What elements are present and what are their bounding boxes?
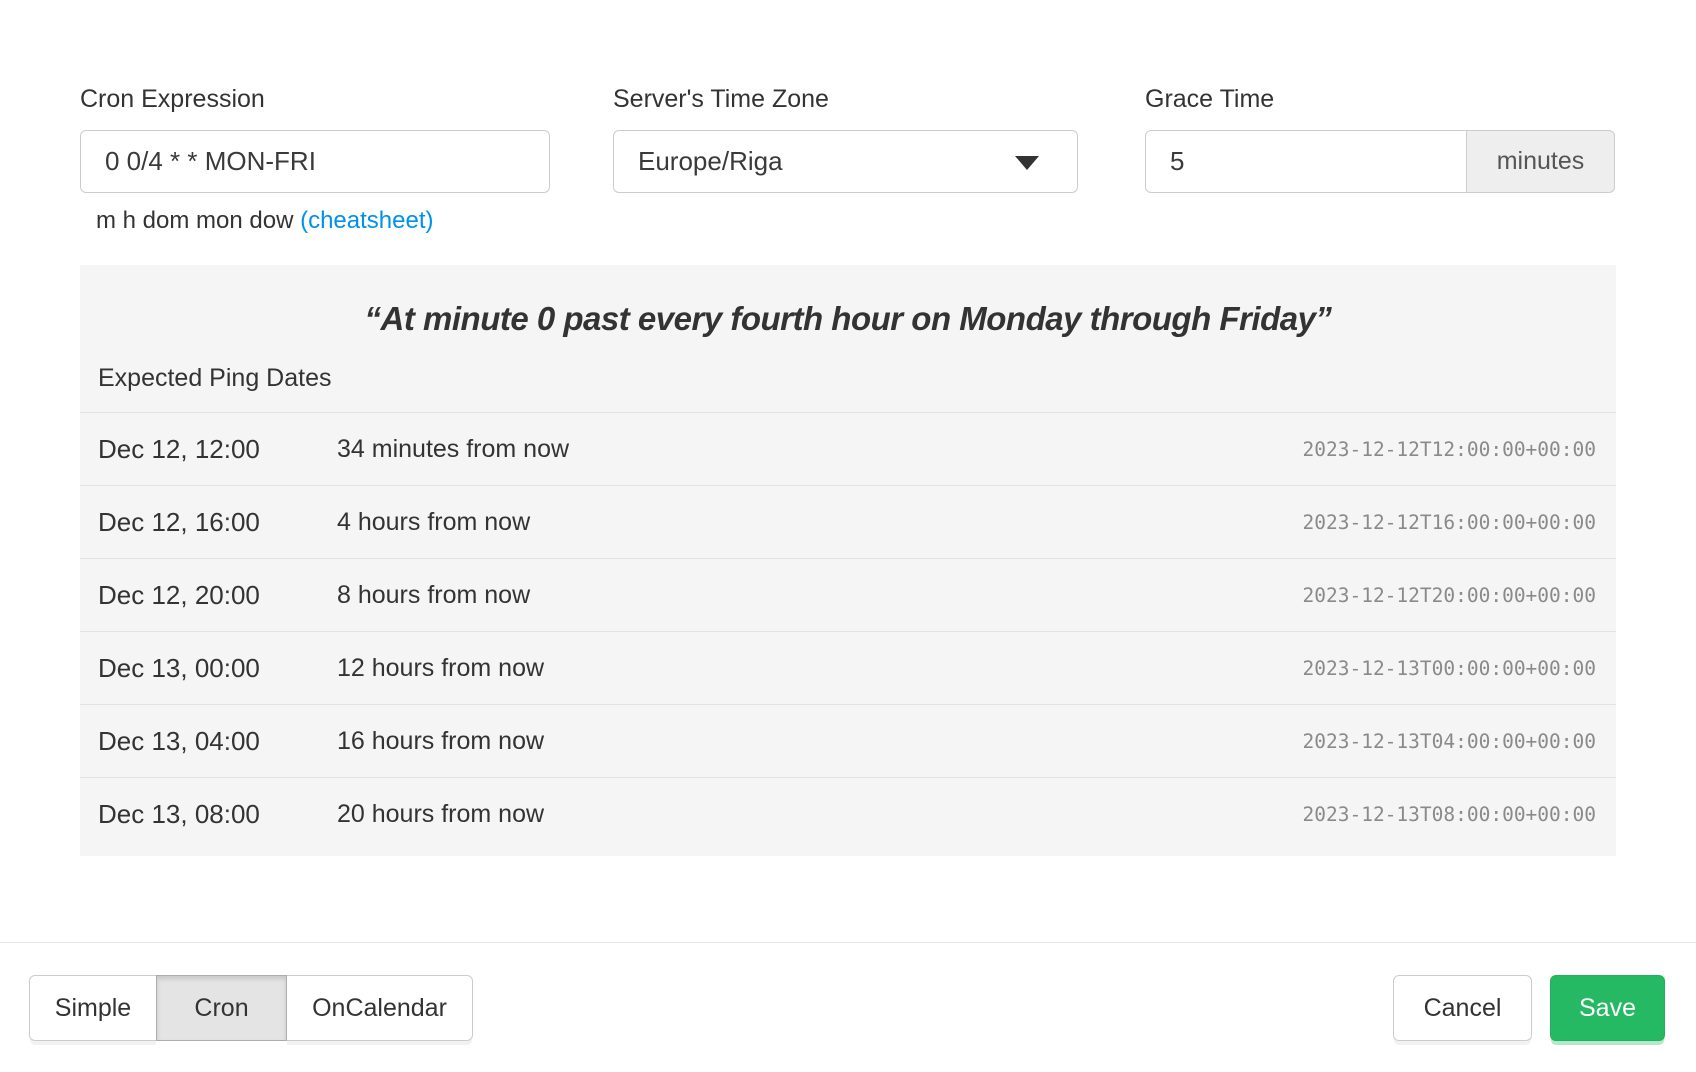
ping-iso-timestamp: 2023-12-13T00:00:00+00:00 — [1302, 656, 1597, 680]
ping-iso-timestamp: 2023-12-13T08:00:00+00:00 — [1302, 802, 1597, 826]
grace-time-unit-addon: minutes — [1466, 130, 1615, 193]
ping-local-time: Dec 12, 16:00 — [98, 506, 260, 537]
ping-relative-time: 16 hours from now — [337, 726, 545, 755]
cron-helper-text: m h dom mon dow (cheatsheet) — [96, 207, 434, 235]
ping-local-time: Dec 13, 04:00 — [98, 725, 260, 756]
ping-relative-time: 20 hours from now — [337, 799, 545, 828]
ping-local-time: Dec 12, 12:00 — [98, 433, 260, 464]
cron-expression-label: Cron Expression — [80, 85, 265, 113]
ping-row: Dec 12, 16:00 4 hours from now 2023-12-1… — [80, 485, 1616, 558]
cancel-button[interactable]: Cancel — [1393, 975, 1532, 1041]
ping-row: Dec 13, 00:00 12 hours from now 2023-12-… — [80, 631, 1616, 704]
schedule-mode-button-group: Simple Cron OnCalendar — [29, 975, 473, 1041]
grace-time-field-group: Grace Time minutes — [1145, 84, 1616, 193]
ping-row: Dec 12, 12:00 34 minutes from now 2023-1… — [80, 412, 1616, 485]
grace-time-input-group: minutes — [1145, 130, 1616, 193]
ping-row: Dec 12, 20:00 8 hours from now 2023-12-1… — [80, 558, 1616, 631]
ping-local-time: Dec 13, 08:00 — [98, 798, 260, 829]
ping-relative-time: 12 hours from now — [337, 653, 545, 682]
ping-relative-time: 8 hours from now — [337, 580, 531, 609]
ping-row: Dec 13, 04:00 16 hours from now 2023-12-… — [80, 704, 1616, 777]
grace-time-input[interactable] — [1145, 130, 1467, 193]
chevron-down-icon — [1015, 156, 1039, 170]
ping-row: Dec 13, 08:00 20 hours from now 2023-12-… — [80, 777, 1616, 850]
ping-iso-timestamp: 2023-12-12T16:00:00+00:00 — [1302, 510, 1597, 534]
ping-local-time: Dec 12, 20:00 — [98, 579, 260, 610]
mode-tab-simple[interactable]: Simple — [29, 975, 157, 1041]
mode-tab-oncalendar[interactable]: OnCalendar — [286, 975, 473, 1041]
cheatsheet-link[interactable]: (cheatsheet) — [300, 207, 434, 234]
timezone-label: Server's Time Zone — [613, 85, 829, 113]
mode-tab-cron[interactable]: Cron — [156, 975, 287, 1041]
ping-relative-time: 34 minutes from now — [337, 434, 570, 463]
ping-relative-time: 4 hours from now — [337, 507, 531, 536]
cron-helper-fields: m h dom mon dow — [96, 207, 301, 234]
cron-preview-panel: “At minute 0 past every fourth hour on M… — [80, 265, 1616, 856]
ping-iso-timestamp: 2023-12-12T20:00:00+00:00 — [1302, 583, 1597, 607]
save-button[interactable]: Save — [1550, 975, 1665, 1041]
cron-summary-text: “At minute 0 past every fourth hour on M… — [364, 300, 1332, 337]
expected-ping-dates-label: Expected Ping Dates — [98, 364, 332, 392]
timezone-field-group: Server's Time Zone Europe/Riga — [613, 84, 1078, 193]
footer-divider — [0, 942, 1696, 943]
ping-iso-timestamp: 2023-12-13T04:00:00+00:00 — [1302, 729, 1597, 753]
cron-expression-input[interactable] — [80, 130, 550, 193]
grace-time-label: Grace Time — [1145, 85, 1275, 113]
timezone-select[interactable]: Europe/Riga — [613, 130, 1078, 193]
timezone-selected-value: Europe/Riga — [638, 146, 783, 176]
ping-iso-timestamp: 2023-12-12T12:00:00+00:00 — [1302, 437, 1597, 461]
ping-local-time: Dec 13, 00:00 — [98, 652, 260, 683]
expected-ping-table: Dec 12, 12:00 34 minutes from now 2023-1… — [80, 412, 1616, 850]
cron-expression-field-group: Cron Expression — [80, 84, 550, 193]
